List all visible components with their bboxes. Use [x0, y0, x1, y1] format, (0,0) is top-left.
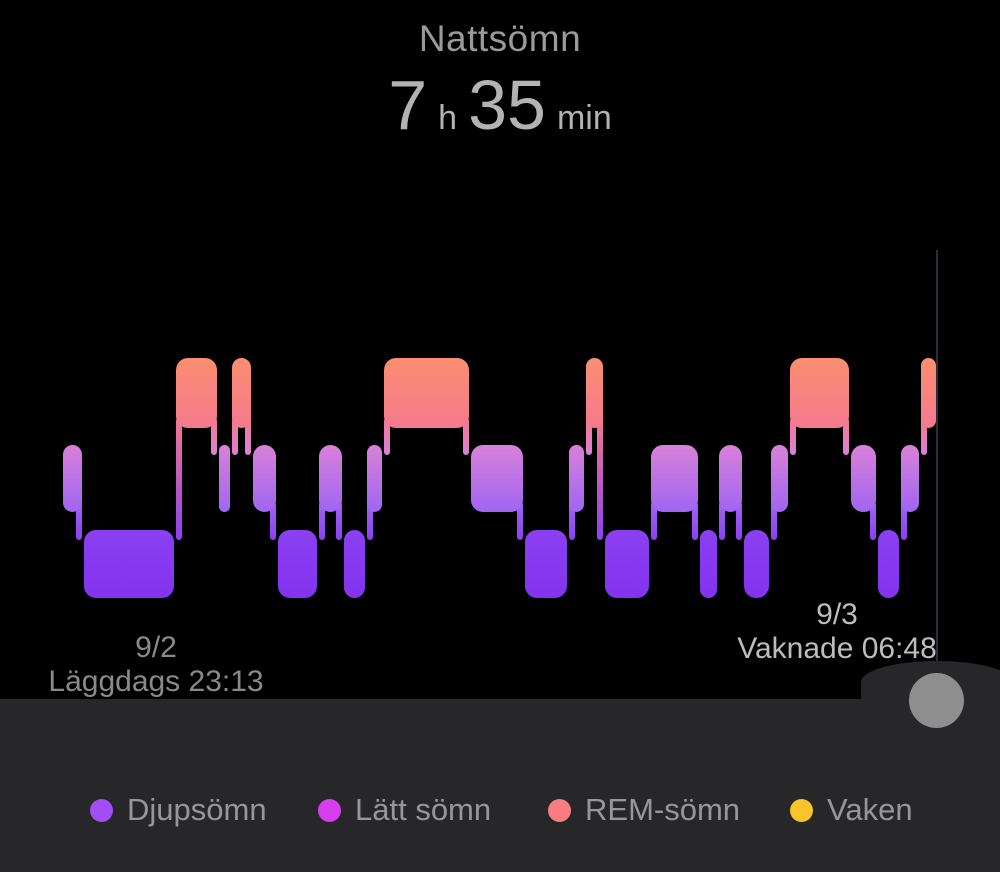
sleep-segment-light — [253, 445, 277, 512]
stage-transition-connector — [366, 502, 373, 540]
stage-transition-connector — [76, 502, 83, 540]
bed-time: Läggdags 23:13 — [48, 665, 264, 698]
stage-transition-connector — [789, 418, 796, 455]
sleep-segment-rem — [586, 358, 604, 428]
stage-transition-connector — [920, 418, 927, 455]
sleep-segment-rem — [232, 358, 252, 428]
sleep-stage-chart[interactable] — [62, 358, 937, 600]
stage-transition-connector — [870, 502, 877, 540]
duration-minutes-value: 35 — [468, 66, 546, 144]
legend-label: Djupsömn — [127, 792, 267, 827]
sleep-segment-rem — [789, 358, 850, 428]
stage-transition-connector — [568, 502, 575, 540]
sleep-segment-light — [651, 445, 698, 512]
stage-transition-connector — [318, 502, 325, 540]
rem-sleep-dot-icon — [548, 798, 571, 822]
stage-transition-connector — [245, 418, 252, 455]
stage-transition-connector — [270, 502, 277, 540]
sleep-segment-light — [63, 445, 83, 512]
wake-time-marker-line — [936, 250, 938, 670]
sleep-segment-deep — [878, 530, 900, 598]
stage-transition-connector — [843, 418, 850, 455]
stage-transition-connector — [770, 502, 777, 540]
stage-transition-connector — [176, 418, 183, 540]
wake-date: 9/3 — [816, 598, 858, 631]
duration-hours-value: 7 — [388, 66, 428, 144]
duration-hours-unit: h — [438, 99, 458, 137]
legend-label: Vaken — [827, 792, 913, 827]
waketime-labels: 9/3 Vaknade 06:48 — [737, 598, 937, 666]
sleep-segment-rem — [176, 358, 217, 428]
duration-minutes-unit: min — [556, 99, 612, 137]
sleep-segment-rem — [384, 358, 469, 428]
wake-time: Vaknade 06:48 — [737, 632, 937, 665]
sleep-segment-light — [470, 445, 523, 512]
bed-date: 9/2 — [135, 631, 177, 664]
stage-transition-connector — [210, 418, 217, 455]
stage-transition-connector — [597, 418, 604, 540]
bottom-sheet — [0, 699, 1000, 872]
stage-transition-connector — [516, 502, 523, 540]
stage-transition-connector — [651, 502, 658, 540]
sleep-segment-deep — [524, 530, 567, 598]
stage-transition-connector — [901, 502, 908, 540]
sleep-segment-light — [568, 445, 585, 512]
deep-sleep-dot-icon — [90, 798, 113, 822]
sleep-segment-deep — [699, 530, 717, 598]
legend-label: REM-sömn — [585, 792, 741, 827]
stage-transition-connector — [384, 418, 391, 455]
awake-dot-icon — [790, 798, 813, 822]
sleep-segment-light — [901, 445, 919, 512]
light-sleep-dot-icon — [318, 798, 341, 822]
stage-transition-connector — [718, 502, 725, 540]
stage-transition-connector — [335, 502, 342, 540]
sleep-segment-light — [366, 445, 383, 512]
sleep-segment-deep — [278, 530, 317, 598]
sleep-segment-light — [218, 445, 231, 512]
sleep-segment-rem — [920, 358, 936, 428]
sleep-segment-deep — [84, 530, 175, 598]
sleep-segment-deep — [605, 530, 650, 598]
sleep-segment-deep — [743, 530, 769, 598]
sleep-segment-light — [318, 445, 342, 512]
sleep-duration: 7 h 35 min — [0, 70, 1000, 140]
stage-transition-connector — [586, 418, 593, 455]
legend-label: Lätt sömn — [355, 792, 492, 827]
stage-transition-connector — [232, 418, 239, 455]
sleep-segment-light — [718, 445, 742, 512]
drag-handle[interactable] — [909, 673, 964, 728]
stage-transition-connector — [462, 418, 469, 455]
bedtime-labels: 9/2 Läggdags 23:13 — [46, 631, 266, 699]
stage-transition-connector — [735, 502, 742, 540]
sleep-stage-legend: Djupsömn Lätt sömn REM-sömn Vaken — [0, 792, 1000, 828]
sleep-segment-light — [770, 445, 788, 512]
legend-item-deep-sleep: Djupsömn — [90, 792, 267, 828]
sleep-segment-light — [851, 445, 877, 512]
stage-transition-connector — [691, 502, 698, 540]
legend-item-light-sleep: Lätt sömn — [318, 792, 491, 828]
page-title: Nattsömn — [418, 18, 582, 59]
sleep-segment-deep — [343, 530, 365, 598]
legend-item-awake: Vaken — [790, 792, 913, 828]
legend-item-rem-sleep: REM-sömn — [548, 792, 740, 828]
